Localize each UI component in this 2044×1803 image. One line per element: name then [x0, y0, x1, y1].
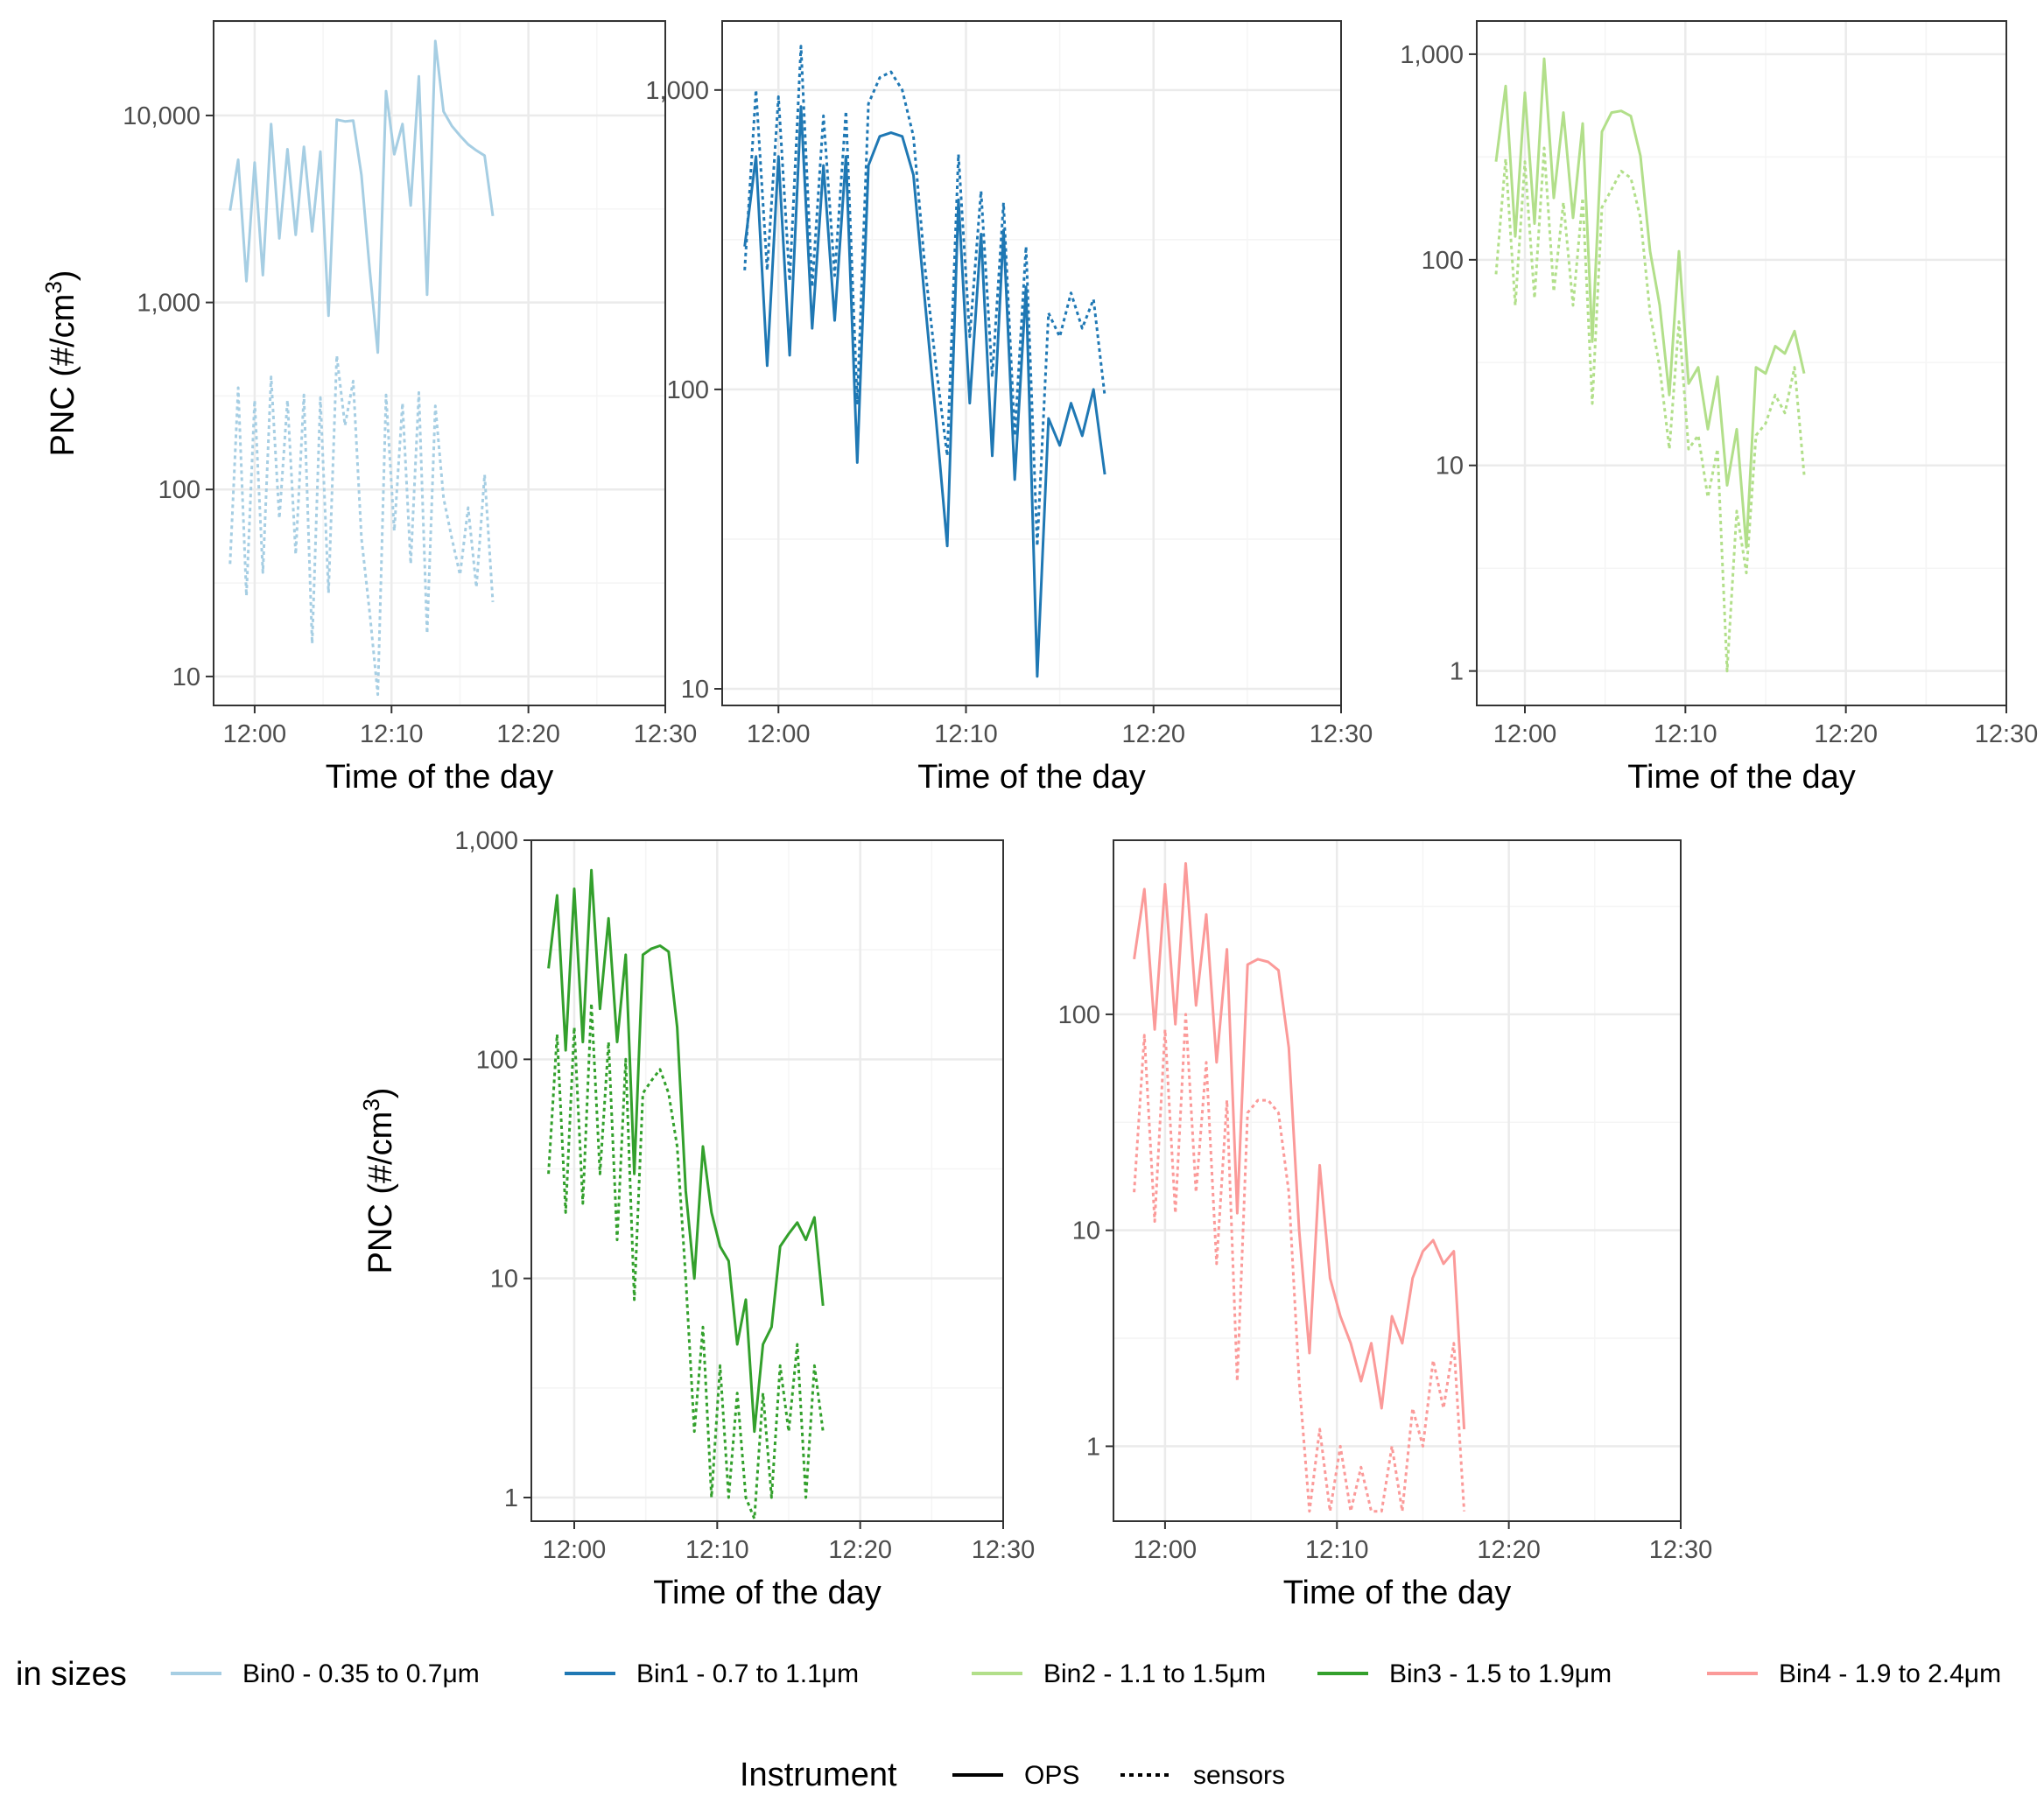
legend-bins-title: in sizes [16, 1656, 127, 1693]
series-sensors-line [228, 354, 495, 697]
x-tick-label: 12:00 [543, 1536, 607, 1564]
legend-label-ops: OPS [1024, 1761, 1079, 1790]
x-tick-label: 12:10 [685, 1536, 749, 1564]
legend-bins: in sizes Bin0 - 0.35 to 0.7μm Bin1 - 0.7 t… [16, 1656, 2001, 1693]
x-axis-title: Time of the day [1627, 759, 1856, 796]
series-sensors-line [743, 45, 1106, 548]
panel-bin3: 12:00 12:10 12:20 12:30 1 10 100 1,000 Time of t… [358, 827, 1035, 1611]
x-tick-label: 12:20 [1121, 720, 1185, 748]
y-tick-label: 100 [667, 376, 709, 404]
series-ops-line [228, 39, 495, 354]
x-tick-label: 12:10 [934, 720, 998, 748]
y-axis-title: PNC (#/cm3) [358, 1088, 399, 1274]
panel-bin0: 12:00 12:10 12:20 12:30 10 100 1,000 10,000 Time… [40, 20, 698, 796]
x-axis-title: Time of the day [326, 759, 554, 796]
y-tick-label: 100 [158, 476, 200, 504]
x-axis-title: Time of the day [917, 759, 1146, 796]
x-tick-label: 12:10 [1305, 1536, 1369, 1564]
panel-bin4: 12:00 12:10 12:20 12:30 1 10 100 Time of the da… [1058, 839, 1713, 1611]
x-tick-label: 12:30 [1975, 720, 2039, 748]
x-tick-label: 12:10 [360, 720, 424, 748]
y-tick-label: 10 [490, 1266, 518, 1294]
x-tick-label: 12:20 [828, 1536, 892, 1564]
y-axis-title: PNC (#/cm3) [40, 270, 81, 457]
legend-label-bin0: Bin0 - 0.35 to 0.7μm [242, 1659, 480, 1688]
y-tick-label: 10 [681, 676, 709, 704]
panel-border [1476, 20, 2007, 706]
x-tick-label: 12:00 [1493, 720, 1557, 748]
legend-label-sensors: sensors [1193, 1761, 1285, 1790]
x-tick-label: 12:00 [1134, 1536, 1198, 1564]
legend-label-bin2: Bin2 - 1.1 to 1.5μm [1043, 1659, 1266, 1688]
x-tick-label: 12:20 [1477, 1536, 1541, 1564]
x-tick-label: 12:00 [747, 720, 811, 748]
y-tick-label: 100 [1422, 247, 1464, 275]
x-tick-label: 12:30 [1310, 720, 1373, 748]
x-axis-title: Time of the day [653, 1575, 882, 1611]
panel-border [1113, 839, 1682, 1522]
x-tick-label: 12:20 [1814, 720, 1878, 748]
x-axis-title: Time of the day [1283, 1575, 1512, 1611]
legend-label-bin3: Bin3 - 1.5 to 1.9μm [1389, 1659, 1612, 1688]
x-tick-label: 12:30 [972, 1536, 1036, 1564]
y-tick-label: 10,000 [123, 102, 200, 130]
legend-instrument: Instrument OPS sensors [740, 1757, 1285, 1793]
legend-instrument-title: Instrument [740, 1757, 897, 1793]
y-tick-label: 10 [1072, 1217, 1100, 1245]
y-tick-label: 1 [1450, 658, 1464, 686]
legend-label-bin1: Bin1 - 0.7 to 1.1μm [636, 1659, 859, 1688]
x-tick-label: 12:10 [1654, 720, 1717, 748]
x-tick-label: 12:30 [634, 720, 698, 748]
series-sensors-line [1494, 146, 1806, 673]
y-tick-label: 1 [504, 1484, 518, 1512]
series-ops-line [547, 868, 825, 1434]
y-tick-label: 1 [1086, 1433, 1100, 1461]
y-tick-label: 10 [1436, 453, 1464, 481]
series-ops-line [1494, 57, 1806, 549]
y-tick-label: 1,000 [137, 290, 200, 318]
panel-border [530, 839, 1004, 1522]
panel-border [721, 20, 1342, 706]
panel-bin1: 12:00 12:10 12:20 12:30 10 100 1,000 Time of th… [645, 20, 1373, 796]
x-tick-label: 12:20 [496, 720, 560, 748]
panel-bin2: 12:00 12:10 12:20 12:30 1 10 100 1,000 Time of t… [1400, 20, 2039, 796]
y-tick-label: 1,000 [454, 827, 518, 855]
x-tick-label: 12:00 [223, 720, 287, 748]
panel-border [213, 20, 666, 706]
x-tick-label: 12:30 [1649, 1536, 1713, 1564]
series-ops-line [1133, 862, 1466, 1429]
y-tick-label: 100 [476, 1046, 518, 1074]
series-sensors-line [1133, 1013, 1466, 1513]
series-ops-line [743, 105, 1106, 678]
y-tick-label: 10 [172, 663, 200, 691]
legend-label-bin4: Bin4 - 1.9 to 2.4μm [1779, 1659, 2001, 1688]
y-tick-label: 1,000 [645, 77, 709, 105]
y-tick-label: 1,000 [1400, 41, 1464, 69]
series-sensors-line [547, 1001, 825, 1520]
y-tick-label: 100 [1058, 1001, 1100, 1029]
